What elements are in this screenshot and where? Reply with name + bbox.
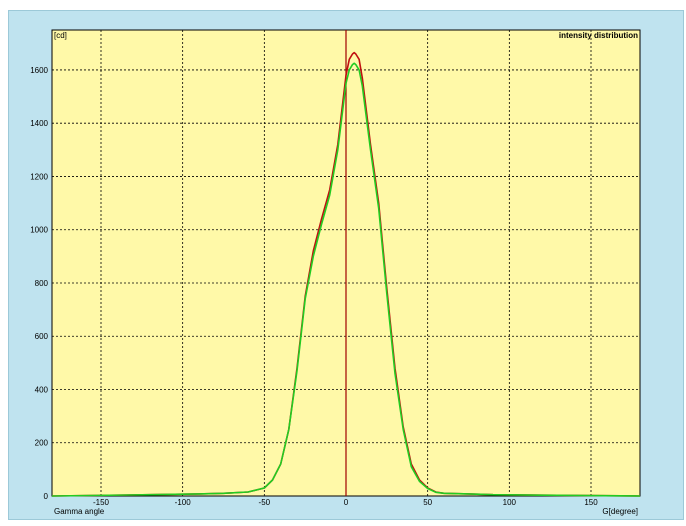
tick-labels: -150 -100 -50 0 50 100 150 0 200 400 600 800 1000 120… bbox=[30, 66, 598, 507]
y-tick-label: 400 bbox=[35, 385, 49, 394]
series-lines bbox=[51, 51, 641, 497]
x-tick-label: -100 bbox=[175, 498, 192, 507]
y-tick-label: 600 bbox=[35, 332, 49, 341]
y-tick-label: 1000 bbox=[30, 226, 48, 235]
series-line-2 bbox=[51, 62, 641, 497]
y-tick-label: 1400 bbox=[30, 119, 48, 128]
y-tick-label: 1600 bbox=[30, 66, 48, 75]
x-tick-label: 50 bbox=[423, 498, 432, 507]
x-caption-left: Gamma angle bbox=[54, 507, 105, 516]
y-tick-label: 800 bbox=[35, 279, 49, 288]
y-axis-label: [cd] bbox=[54, 31, 67, 40]
x-tick-label: 0 bbox=[344, 498, 349, 507]
chart-title: intensity distribution bbox=[559, 31, 638, 40]
x-axis-label: G[degree] bbox=[602, 507, 638, 516]
grid-lines bbox=[52, 30, 640, 496]
y-tick-label: 200 bbox=[35, 439, 49, 448]
y-tick-label: 0 bbox=[44, 492, 49, 501]
y-tick-label: 1200 bbox=[30, 172, 48, 181]
x-tick-label: 100 bbox=[503, 498, 517, 507]
x-tick-label: 150 bbox=[584, 498, 598, 507]
x-tick-label: -50 bbox=[259, 498, 271, 507]
x-tick-label: -150 bbox=[93, 498, 110, 507]
